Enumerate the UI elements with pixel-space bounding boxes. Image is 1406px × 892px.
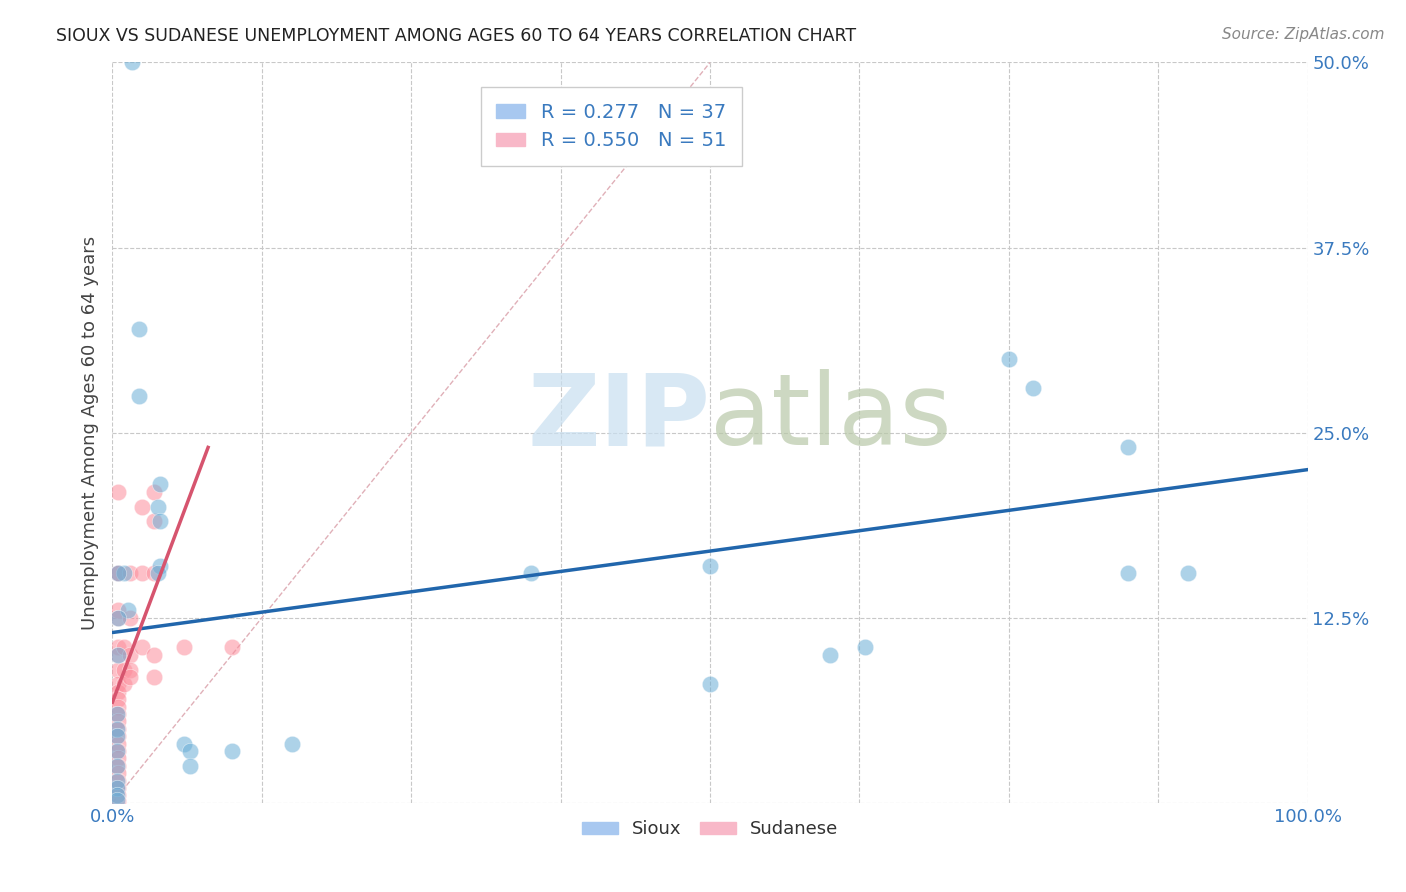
Point [107,663,129,677]
Point [998,351,1021,366]
Point [114,640,135,655]
Point [107,729,129,743]
Point [114,663,135,677]
Legend: Sioux, Sudanese: Sioux, Sudanese [574,814,846,846]
Point [107,692,129,706]
Point [520,566,543,581]
Point [221,640,243,655]
Point [1022,381,1045,395]
Point [105,706,128,721]
Point [699,677,721,691]
Text: SIOUX VS SUDANESE UNEMPLOYMENT AMONG AGES 60 TO 64 YEARS CORRELATION CHART: SIOUX VS SUDANESE UNEMPLOYMENT AMONG AGE… [56,27,856,45]
Point [105,722,128,736]
Point [120,670,142,684]
Point [128,388,150,402]
Point [179,744,201,758]
Point [120,648,142,662]
Point [105,744,128,758]
Point [1118,441,1140,455]
Point [1177,566,1199,581]
Point [107,484,129,499]
Text: atlas: atlas [710,369,952,467]
Point [105,758,128,772]
Point [107,566,129,581]
Text: Source: ZipAtlas.com: Source: ZipAtlas.com [1222,27,1385,42]
Point [107,648,129,662]
Y-axis label: Unemployment Among Ages 60 to 64 years: Unemployment Among Ages 60 to 64 years [80,235,98,630]
Point [131,500,153,514]
Point [107,566,129,581]
Point [107,751,129,765]
Point [143,515,166,529]
Point [143,484,166,499]
Point [105,780,128,795]
Point [107,744,129,758]
Point [107,714,129,729]
Point [146,566,169,581]
Point [117,603,139,617]
Point [107,685,129,699]
Point [221,744,243,758]
Point [105,729,128,743]
Point [107,677,129,691]
Point [131,566,153,581]
Point [107,566,129,581]
Point [107,780,129,795]
Point [105,793,128,807]
Point [149,558,172,573]
Point [107,610,129,624]
Point [105,789,128,803]
Point [149,477,172,491]
Point [818,648,841,662]
Point [107,789,129,803]
Point [107,722,129,736]
Point [179,758,201,772]
Point [143,566,166,581]
Point [120,663,142,677]
Point [173,737,195,751]
Point [120,610,142,624]
Point [107,610,129,624]
Point [281,737,304,751]
Point [120,566,142,581]
Point [107,603,129,617]
Text: ZIP: ZIP [527,369,710,467]
Point [131,640,153,655]
Point [107,699,129,714]
Point [105,773,128,788]
Point [699,558,721,573]
Point [107,737,129,751]
Point [107,758,129,772]
Point [107,773,129,788]
Point [128,322,150,336]
Point [146,500,169,514]
Point [107,766,129,780]
Point [173,640,195,655]
Point [107,640,129,655]
Point [143,648,166,662]
Point [143,670,166,684]
Point [149,515,172,529]
Point [107,706,129,721]
Point [114,677,135,691]
Point [114,566,135,581]
Point [121,55,143,70]
Point [1118,566,1140,581]
Point [855,640,877,655]
Point [107,648,129,662]
Point [107,794,129,808]
